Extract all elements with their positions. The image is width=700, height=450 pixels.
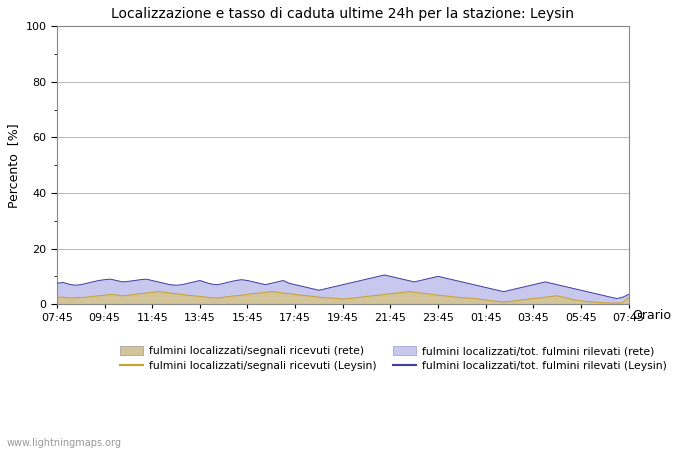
Text: Orario: Orario	[632, 309, 671, 322]
Text: www.lightningmaps.org: www.lightningmaps.org	[7, 438, 122, 448]
Title: Localizzazione e tasso di caduta ultime 24h per la stazione: Leysin: Localizzazione e tasso di caduta ultime …	[111, 7, 574, 21]
Legend: fulmini localizzati/segnali ricevuti (rete), fulmini localizzati/segnali ricevut: fulmini localizzati/segnali ricevuti (re…	[120, 346, 667, 371]
Y-axis label: Percento  [%]: Percento [%]	[7, 123, 20, 207]
